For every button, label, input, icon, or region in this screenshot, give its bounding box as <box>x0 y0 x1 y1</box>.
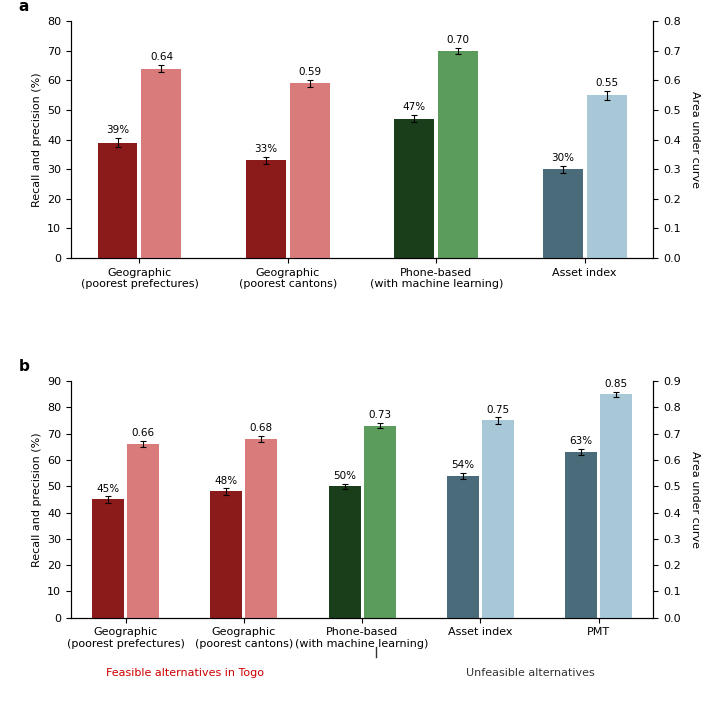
Bar <box>394 119 435 258</box>
Bar <box>246 439 278 618</box>
Bar <box>482 420 514 618</box>
Bar <box>141 69 182 258</box>
Text: 0.59: 0.59 <box>298 67 322 77</box>
Y-axis label: Recall and precision (%): Recall and precision (%) <box>32 432 42 567</box>
Text: 45%: 45% <box>97 484 119 493</box>
Text: 0.66: 0.66 <box>131 428 155 438</box>
Text: 50%: 50% <box>333 471 356 481</box>
Text: 0.70: 0.70 <box>447 35 470 45</box>
Text: 33%: 33% <box>254 144 278 154</box>
Bar <box>542 169 583 258</box>
Text: 0.75: 0.75 <box>486 405 510 415</box>
Bar <box>92 499 124 618</box>
Y-axis label: Area under curve: Area under curve <box>690 91 700 188</box>
Y-axis label: Area under curve: Area under curve <box>690 451 700 548</box>
Bar <box>290 84 330 258</box>
Text: 47%: 47% <box>403 102 426 112</box>
Bar <box>210 491 242 618</box>
Text: 0.68: 0.68 <box>250 423 273 433</box>
Bar <box>565 452 597 618</box>
Text: 0.85: 0.85 <box>605 379 628 389</box>
Text: a: a <box>18 0 29 14</box>
Bar <box>329 486 361 618</box>
Text: 0.73: 0.73 <box>368 410 391 420</box>
Bar <box>246 160 286 258</box>
Text: 54%: 54% <box>452 460 474 470</box>
Bar <box>364 426 395 618</box>
Text: Feasible alternatives in Togo: Feasible alternatives in Togo <box>106 667 263 677</box>
Bar <box>97 143 138 258</box>
Text: 30%: 30% <box>551 153 574 163</box>
Bar <box>127 444 159 618</box>
Text: 39%: 39% <box>106 125 129 135</box>
Text: 63%: 63% <box>569 436 593 447</box>
Y-axis label: Recall and precision (%): Recall and precision (%) <box>32 72 42 207</box>
Text: 48%: 48% <box>214 476 238 486</box>
Text: Unfeasible alternatives: Unfeasible alternatives <box>466 667 595 677</box>
Text: 0.64: 0.64 <box>150 52 173 62</box>
Bar <box>600 394 632 618</box>
Text: 0.55: 0.55 <box>595 78 618 88</box>
Bar <box>586 95 627 258</box>
Bar <box>447 476 479 618</box>
Text: b: b <box>18 359 30 374</box>
Bar <box>438 51 479 258</box>
